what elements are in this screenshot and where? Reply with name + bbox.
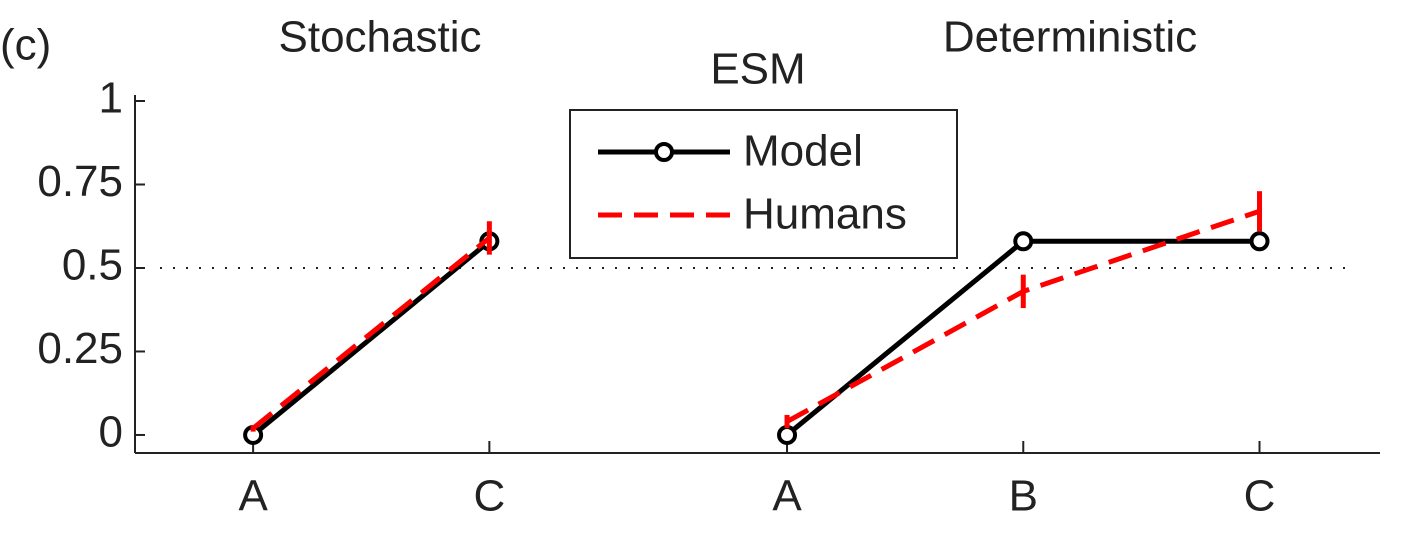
- y-tick-label: 0: [99, 408, 123, 457]
- group-title: Deterministic: [943, 13, 1197, 62]
- y-tick-label: 0.75: [37, 157, 123, 206]
- legend-box: [569, 109, 958, 259]
- legend-label: Model: [743, 127, 863, 176]
- series-line: [251, 235, 491, 431]
- legend-label: Humans: [743, 190, 907, 239]
- point: [1249, 231, 1270, 252]
- y-tick-label: 1: [99, 74, 123, 123]
- x-tick-label: C: [473, 472, 505, 521]
- legend-marker: [654, 142, 674, 162]
- y-tick-label: 0.5: [62, 241, 123, 290]
- x-tick-label: C: [1244, 472, 1276, 521]
- y-tick-label: 0.25: [37, 324, 123, 373]
- x-tick-label: A: [238, 472, 268, 521]
- x-tick-label: A: [772, 472, 802, 521]
- series-line: [251, 239, 491, 437]
- panel-label: (c): [0, 21, 51, 70]
- chart-title: ESM: [710, 45, 805, 94]
- series-line: [785, 238, 1260, 437]
- point: [777, 424, 798, 445]
- x-tick-label: B: [1009, 472, 1038, 521]
- group-title: Stochastic: [279, 13, 482, 62]
- point: [1013, 231, 1034, 252]
